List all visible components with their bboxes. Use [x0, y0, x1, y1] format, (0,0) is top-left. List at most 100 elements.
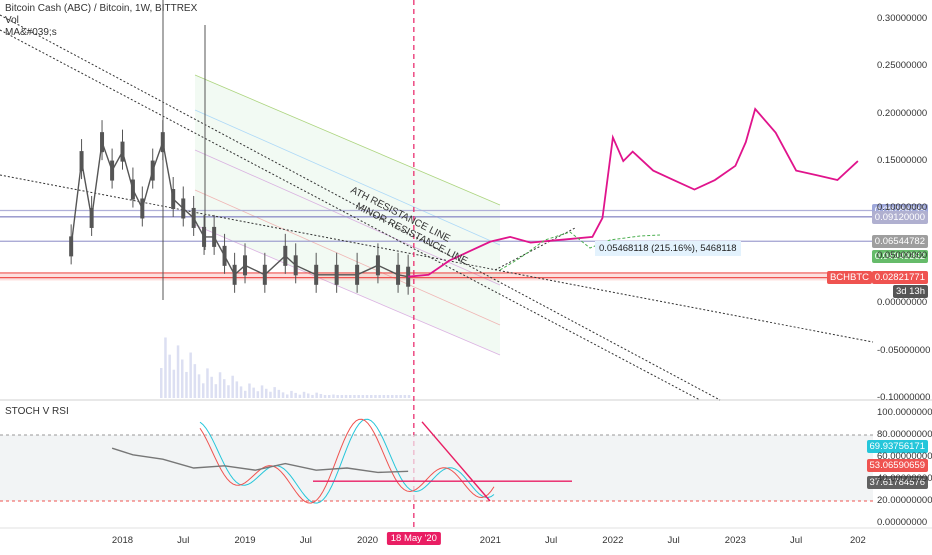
volume-bar	[269, 391, 272, 398]
trend-line	[0, 14, 721, 401]
volume-bar	[218, 372, 222, 398]
time-axis-tick: 2019	[234, 535, 256, 546]
time-axis-tick: 2023	[724, 535, 746, 546]
ma-label: MA&#039;s	[5, 27, 57, 38]
price-level-tag: 3d 13h	[892, 284, 928, 298]
osc-level-tag: 37.61784576	[866, 475, 928, 489]
time-axis-tick: 202	[849, 535, 866, 546]
volume-bar	[365, 395, 369, 398]
price-axis-tick: 0.10000000	[877, 202, 928, 214]
volume-bar	[223, 379, 226, 398]
volume-bar	[298, 394, 302, 398]
volume-bar	[328, 395, 331, 398]
measure-label: 0.05468118 (215.16%), 5468118	[595, 241, 741, 256]
time-axis-tick: 2018	[111, 535, 134, 546]
volume-bar	[281, 392, 285, 398]
channel-fill	[195, 75, 500, 355]
rsi-line	[111, 447, 409, 474]
volume-bar	[214, 384, 218, 398]
trend-line	[494, 227, 576, 271]
time-axis-tick: Jul	[177, 535, 190, 546]
time-axis-tick: 18 May '20	[386, 532, 441, 545]
volume-bar	[349, 395, 352, 398]
volume-bars	[160, 337, 411, 398]
volume-bar	[302, 391, 306, 398]
symbol-title: Bitcoin Cash (ABC) / Bitcoin, 1W, BITTRE…	[5, 3, 198, 14]
channel-line	[194, 149, 501, 286]
volume-bar	[265, 388, 268, 398]
time-axis-tick: 2021	[479, 535, 501, 546]
volume-bar	[244, 390, 247, 398]
volume-bar	[407, 395, 411, 398]
volume-bar	[181, 359, 184, 398]
price-line	[70, 139, 409, 278]
volume-bar	[399, 395, 402, 398]
volume-bar	[386, 395, 390, 398]
volume-bar	[273, 387, 276, 398]
time-axis-tick: 2020	[356, 535, 379, 546]
price-axis-tick: 0.25000000	[877, 60, 928, 72]
price-level-tag: 0.09120000	[871, 210, 928, 224]
volume-bar	[260, 385, 264, 398]
volume-bar	[336, 395, 339, 398]
time-axis-tick: Jul	[299, 535, 312, 546]
osc-level-tag: 53.06590659	[866, 458, 928, 472]
volume-bar	[193, 364, 197, 398]
volume-label: Vol	[5, 15, 19, 26]
trend-line	[0, 174, 874, 343]
volume-bar	[160, 368, 163, 398]
volume-bar	[307, 393, 310, 398]
volume-bar	[395, 395, 398, 398]
volume-bar	[256, 391, 260, 398]
time-axis-tick: 2022	[602, 535, 624, 546]
channel-line	[194, 224, 501, 356]
volume-bar	[290, 390, 293, 398]
volume-bar	[164, 337, 167, 398]
osc-band	[0, 435, 873, 501]
volume-bar	[378, 395, 381, 398]
volume-bar	[370, 395, 373, 398]
osc-axis-tick: 0.00000000	[877, 517, 928, 528]
oscillator-title: STOCH V RSI	[5, 406, 69, 417]
channel-line	[194, 189, 501, 326]
volume-bar	[344, 394, 348, 398]
volume-bar	[239, 386, 243, 398]
stoch-k-line	[199, 418, 495, 504]
time-axis-tick: Jul	[667, 535, 680, 546]
volume-bar	[172, 369, 176, 398]
price-axis-tick: 0.15000000	[877, 155, 928, 167]
price-axis-tick: -0.05000000	[877, 344, 931, 356]
volume-bar	[391, 395, 394, 398]
volume-bar	[227, 385, 230, 398]
channel-line	[194, 109, 501, 246]
volume-bar	[323, 395, 327, 398]
price-axis-tick: 0.30000000	[877, 12, 928, 24]
regression-channel	[194, 74, 501, 356]
volume-bar	[235, 381, 239, 398]
volume-bar	[189, 352, 192, 398]
volume-bar	[294, 392, 297, 398]
channel-line	[194, 74, 501, 206]
volume-bar	[311, 394, 314, 398]
price-axis-tick: 0.05000000	[877, 249, 928, 261]
fractal-projection	[499, 231, 661, 271]
osc-level-tag: 69.93756171	[866, 440, 928, 454]
volume-bar	[361, 395, 365, 398]
osc-axis-tick: 100.00000000	[877, 407, 932, 418]
volume-bar	[168, 354, 171, 398]
volume-bar	[319, 394, 323, 398]
volume-bar	[252, 387, 255, 398]
osc-axis-tick: 20.00000000	[877, 495, 932, 506]
stoch-d-line	[199, 418, 495, 504]
volume-bar	[286, 394, 289, 398]
volume-bar	[382, 395, 386, 398]
osc-axis-tick: 40.00000000	[877, 473, 932, 484]
osc-axis-tick: 80.00000000	[877, 429, 932, 440]
price-axis-tick: -0.10000000	[877, 392, 931, 403]
volume-bar	[332, 394, 335, 398]
price-axis-tick: 0.20000000	[877, 107, 928, 119]
symbol-tag: BCHBTC	[826, 270, 872, 284]
volume-bar	[210, 376, 213, 398]
volume-bar	[340, 395, 344, 398]
